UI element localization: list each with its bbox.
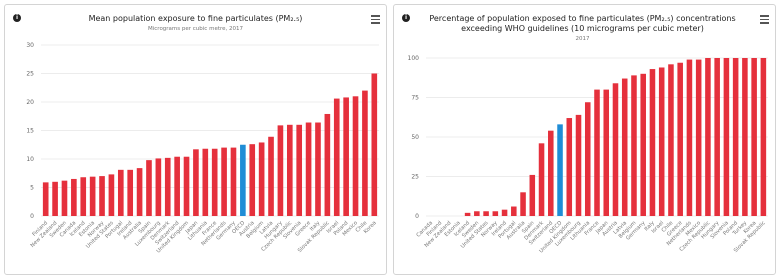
bar	[296, 124, 303, 216]
y-tick-label: 0	[415, 213, 419, 220]
bar	[108, 174, 115, 216]
bar	[183, 156, 190, 216]
bar	[258, 142, 265, 216]
bar	[371, 73, 378, 216]
chart-title: Mean population exposure to fine particu…	[88, 14, 303, 23]
bar	[277, 125, 284, 216]
bar	[742, 58, 748, 216]
bar	[732, 58, 739, 216]
bar	[464, 212, 471, 216]
bar	[538, 143, 545, 216]
chart-subtitle: Micrograms per cubic metre, 2017	[148, 26, 243, 32]
bar	[658, 67, 665, 216]
bar	[483, 211, 489, 216]
bar	[61, 180, 68, 216]
bar	[594, 89, 600, 216]
bar	[705, 58, 711, 216]
bar	[136, 168, 143, 216]
bar	[352, 96, 359, 216]
bar	[202, 148, 209, 216]
y-tick-label: 25	[411, 174, 419, 181]
bar	[603, 89, 610, 216]
bar	[42, 182, 49, 216]
bar	[305, 122, 312, 216]
bar	[723, 58, 730, 216]
bar	[474, 211, 480, 216]
title-block: Percentage of population exposed to fine…	[412, 14, 753, 43]
bar	[548, 130, 554, 216]
y-tick-label: 30	[26, 42, 34, 49]
bar	[80, 177, 87, 216]
bar	[230, 147, 237, 216]
bar	[286, 124, 293, 216]
y-tick-label: 15	[26, 128, 34, 135]
bar	[668, 64, 674, 216]
chart-panel: i 0 5 10 15 20 25 30 Finland New Zealand Sweden Ca…	[4, 4, 387, 275]
bar	[557, 124, 563, 216]
bar	[575, 114, 582, 216]
bar	[249, 144, 256, 216]
bar	[71, 178, 77, 216]
bar	[333, 98, 340, 216]
bar	[612, 83, 619, 216]
y-tick-label: 75	[411, 95, 419, 102]
y-tick-label: 100	[408, 55, 420, 62]
bar	[714, 58, 720, 216]
bar	[315, 122, 321, 216]
info-icon[interactable]: i	[13, 14, 21, 22]
bar	[695, 59, 702, 216]
y-tick-label: 10	[26, 156, 34, 163]
y-tick-label: 0	[30, 213, 34, 220]
bar	[268, 136, 274, 216]
bar	[324, 113, 331, 216]
bar	[686, 59, 693, 216]
bar	[649, 69, 656, 216]
chart-subtitle: 2017	[575, 36, 590, 42]
bar	[211, 148, 218, 216]
y-tick-label: 25	[26, 71, 34, 78]
chart-title: Percentage of population exposed to fine…	[429, 14, 736, 33]
bar	[240, 144, 246, 216]
bar	[193, 149, 199, 216]
info-icon[interactable]: i	[402, 14, 410, 22]
bar	[155, 158, 162, 216]
bar	[89, 176, 96, 216]
menu-button[interactable]	[760, 15, 769, 26]
y-tick-label: 5	[30, 185, 34, 192]
bar	[631, 75, 637, 216]
bar	[127, 169, 134, 216]
bar	[677, 62, 683, 216]
bar	[343, 97, 349, 216]
bar	[117, 169, 124, 216]
title-block: Mean population exposure to fine particu…	[45, 14, 346, 33]
bar	[520, 192, 526, 216]
bar	[529, 174, 536, 216]
y-tick-label: 20	[26, 99, 34, 106]
bar	[362, 90, 368, 216]
bar	[174, 156, 180, 216]
bar	[566, 118, 573, 216]
y-tick-label: 50	[411, 134, 419, 141]
bar	[164, 157, 171, 216]
bar	[584, 102, 591, 216]
chart-panel: i 0 25 50 75 100 Canada Finland New Zealand Esto…	[393, 4, 776, 275]
bar	[621, 78, 628, 216]
bar	[751, 58, 757, 216]
bar	[146, 160, 152, 216]
bar	[492, 211, 499, 216]
bar	[99, 176, 105, 216]
bar	[640, 73, 646, 216]
menu-button[interactable]	[371, 15, 380, 26]
bar	[760, 58, 767, 216]
bar	[501, 209, 508, 216]
bar	[511, 206, 517, 216]
bar	[52, 181, 58, 216]
bar	[221, 147, 227, 216]
